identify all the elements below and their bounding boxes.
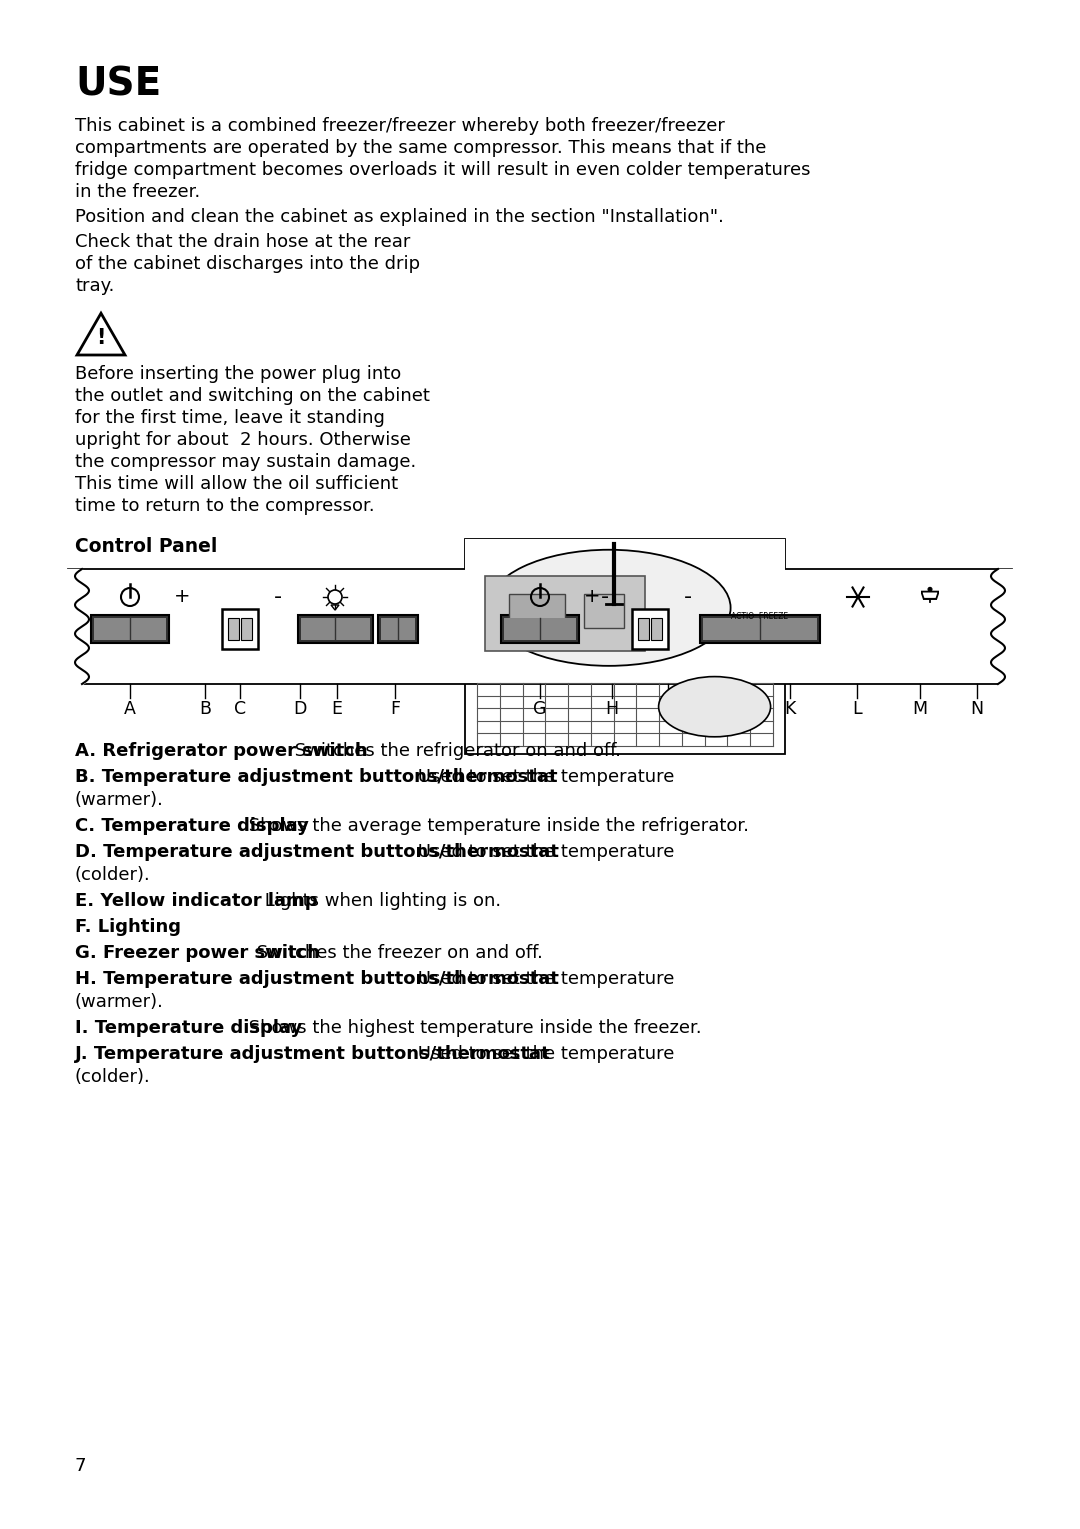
Circle shape	[928, 587, 932, 592]
Bar	[651, 618, 662, 639]
Text: (colder).: (colder).	[75, 865, 151, 884]
Text: M: M	[913, 700, 928, 719]
Bar	[501, 615, 579, 642]
Text: Shows the highest temperature inside the freezer.: Shows the highest temperature inside the…	[243, 1018, 702, 1037]
Text: B. Temperature adjustment buttons/thermostat: B. Temperature adjustment buttons/thermo…	[75, 768, 557, 786]
Text: Used to set the temperature: Used to set the temperature	[411, 1044, 674, 1063]
Text: in the freezer.: in the freezer.	[75, 183, 200, 200]
Ellipse shape	[659, 677, 771, 737]
Text: L: L	[852, 700, 862, 719]
Text: Switches the refrigerator on and off.: Switches the refrigerator on and off.	[289, 742, 621, 760]
Text: N: N	[971, 700, 984, 719]
Bar	[465, 540, 785, 668]
Text: upright for about  2 hours. Otherwise: upright for about 2 hours. Otherwise	[75, 431, 410, 450]
Text: E. Yellow indicator lamp: E. Yellow indicator lamp	[75, 891, 318, 910]
Text: E: E	[332, 700, 342, 719]
Text: Lights when lighting is on.: Lights when lighting is on.	[258, 891, 501, 910]
Text: Used to set the temperature: Used to set the temperature	[411, 842, 674, 861]
Text: F. Lighting: F. Lighting	[75, 917, 181, 936]
Text: D: D	[294, 700, 307, 719]
Text: J: J	[723, 700, 728, 719]
Text: Shows the average temperature inside the refrigerator.: Shows the average temperature inside the…	[243, 816, 750, 835]
Text: Position and clean the cabinet as explained in the section "Installation".: Position and clean the cabinet as explai…	[75, 208, 724, 226]
Text: D. Temperature adjustment buttons/thermostat: D. Temperature adjustment buttons/thermo…	[75, 842, 558, 861]
Bar	[297, 615, 373, 642]
Bar	[94, 618, 166, 639]
Text: 7: 7	[75, 1457, 86, 1475]
Text: Used to set the temperature: Used to set the temperature	[411, 969, 674, 988]
Text: -: -	[600, 587, 609, 607]
Bar	[381, 618, 415, 639]
Bar	[632, 609, 669, 648]
Text: C. Temperature display: C. Temperature display	[75, 816, 309, 835]
Bar	[378, 615, 418, 642]
Text: compartments are operated by the same compressor. This means that if the: compartments are operated by the same co…	[75, 139, 767, 157]
Text: the compressor may sustain damage.: the compressor may sustain damage.	[75, 453, 416, 471]
Text: C: C	[234, 700, 246, 719]
Text: the outlet and switching on the cabinet: the outlet and switching on the cabinet	[75, 387, 430, 405]
Text: A. Refrigerator power switch: A. Refrigerator power switch	[75, 742, 367, 760]
Text: Used to set the temperature: Used to set the temperature	[411, 768, 674, 786]
Bar	[241, 618, 253, 639]
Bar	[91, 615, 168, 642]
Text: H: H	[606, 700, 619, 719]
Text: +: +	[584, 587, 600, 607]
Text: USE: USE	[75, 66, 161, 102]
Bar	[228, 618, 240, 639]
Text: I. Temperature display: I. Temperature display	[75, 1018, 302, 1037]
Text: Check that the drain hose at the rear: Check that the drain hose at the rear	[75, 232, 410, 251]
Bar	[504, 618, 576, 639]
Bar	[300, 618, 369, 639]
Bar	[485, 575, 645, 651]
Bar	[68, 569, 1012, 683]
Text: !: !	[96, 329, 106, 349]
Text: H. Temperature adjustment buttons/thermostat: H. Temperature adjustment buttons/thermo…	[75, 969, 558, 988]
Bar	[703, 618, 816, 639]
Bar	[638, 618, 649, 639]
Bar	[222, 609, 258, 648]
Bar	[584, 595, 624, 628]
Text: G: G	[534, 700, 546, 719]
Text: Control Panel: Control Panel	[75, 537, 217, 557]
Text: (colder).: (colder).	[75, 1067, 151, 1086]
Text: J. Temperature adjustment buttons/thermostat: J. Temperature adjustment buttons/thermo…	[75, 1044, 551, 1063]
Text: fridge compartment becomes overloads it will result in even colder temperatures: fridge compartment becomes overloads it …	[75, 161, 810, 179]
Text: -: -	[274, 587, 282, 607]
Text: A: A	[124, 700, 136, 719]
Bar	[509, 595, 565, 636]
Text: tray.: tray.	[75, 277, 114, 295]
Text: +: +	[174, 587, 190, 607]
Text: (warmer).: (warmer).	[75, 992, 164, 1011]
Text: ACTIO  FREEZE: ACTIO FREEZE	[731, 612, 788, 621]
Text: of the cabinet discharges into the drip: of the cabinet discharges into the drip	[75, 255, 420, 274]
Text: This cabinet is a combined freezer/freezer whereby both freezer/freezer: This cabinet is a combined freezer/freez…	[75, 118, 725, 135]
Text: Before inserting the power plug into: Before inserting the power plug into	[75, 365, 402, 382]
Text: F: F	[390, 700, 400, 719]
Text: time to return to the compressor.: time to return to the compressor.	[75, 497, 375, 515]
Text: G. Freezer power switch: G. Freezer power switch	[75, 943, 320, 962]
Text: (warmer).: (warmer).	[75, 790, 164, 809]
Text: K: K	[784, 700, 796, 719]
Text: B: B	[199, 700, 211, 719]
Bar	[700, 615, 820, 642]
Text: This time will allow the oil sufficient: This time will allow the oil sufficient	[75, 476, 399, 492]
Bar	[465, 540, 785, 754]
Text: -: -	[684, 587, 692, 607]
Text: for the first time, leave it standing: for the first time, leave it standing	[75, 408, 384, 427]
Text: I: I	[665, 700, 671, 719]
Ellipse shape	[487, 550, 730, 665]
Text: Switches the freezer on and off.: Switches the freezer on and off.	[251, 943, 543, 962]
